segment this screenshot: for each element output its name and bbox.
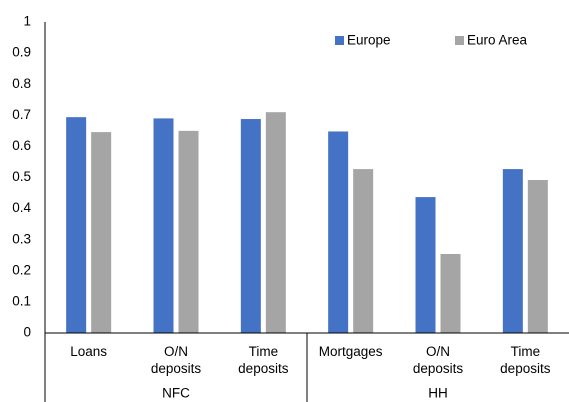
bar: [440, 254, 461, 333]
x-tick-label: Mortgages: [319, 344, 383, 359]
y-tick-label: 0.5: [12, 169, 31, 184]
group-label: NFC: [162, 386, 190, 401]
bar: [527, 179, 548, 333]
legend-swatch: [335, 36, 344, 45]
group-label: HH: [428, 386, 448, 401]
y-tick-label: 0.2: [12, 262, 31, 277]
bar: [240, 119, 261, 333]
x-tick-label: Time deposits: [238, 344, 289, 376]
bar: [178, 130, 199, 333]
bar: [328, 131, 349, 333]
y-tick-label: 0.4: [12, 200, 31, 215]
y-tick-label: 0.1: [12, 293, 31, 308]
y-tick-label: 1: [23, 14, 31, 29]
bar: [91, 132, 112, 333]
x-tick-label: Time deposits: [500, 344, 551, 376]
legend-label: Euro Area: [467, 33, 528, 48]
bar: [415, 197, 436, 333]
bar: [502, 169, 523, 333]
y-tick-label: 0: [23, 325, 31, 340]
x-tick-label: Loans: [70, 344, 107, 359]
bar: [66, 117, 87, 333]
bar: [153, 118, 174, 333]
x-tick-label: O/N deposits: [413, 344, 464, 376]
y-tick-label: 0.9: [12, 45, 31, 60]
y-tick-label: 0.6: [12, 138, 31, 153]
y-tick-label: 0.8: [12, 76, 31, 91]
x-tick-label: O/N deposits: [151, 344, 202, 376]
y-tick-label: 0.3: [12, 231, 31, 246]
bar: [353, 169, 374, 333]
bar: [265, 112, 286, 333]
legend-label: Europe: [347, 33, 391, 48]
y-tick-label: 0.7: [12, 107, 31, 122]
legend-swatch: [455, 36, 464, 45]
